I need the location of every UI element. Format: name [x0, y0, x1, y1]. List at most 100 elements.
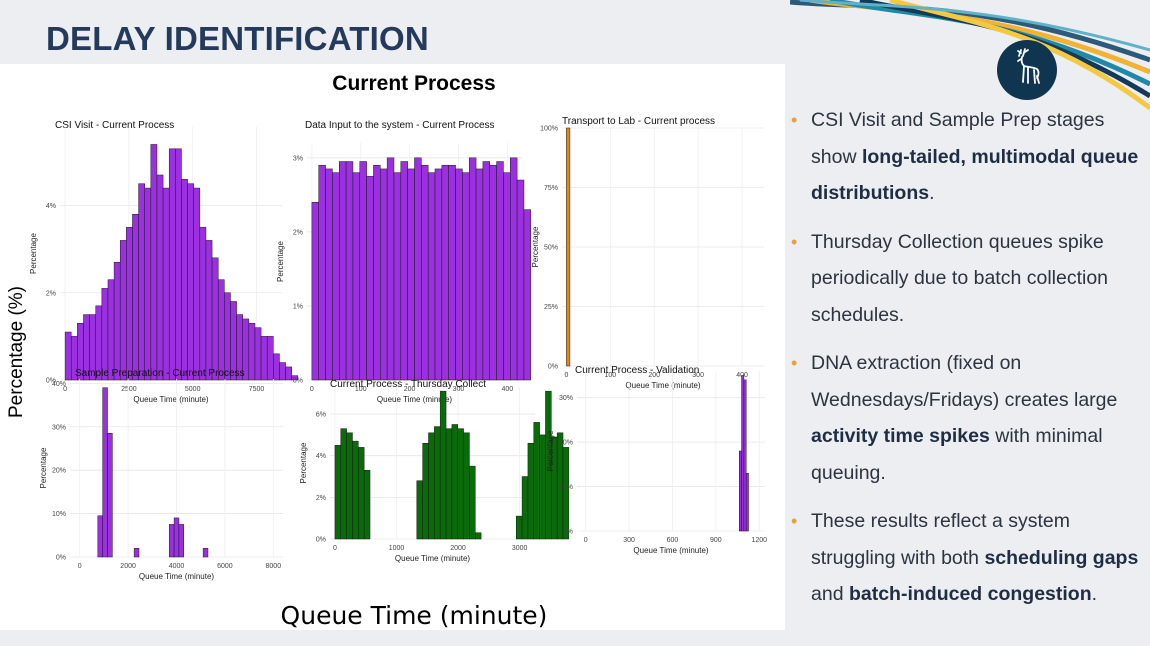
- findings-list: • CSI Visit and Sample Prep stages show l…: [791, 102, 1143, 625]
- finding-emphasis: batch-induced congestion: [848, 583, 1092, 605]
- histogram-bar: [345, 161, 354, 381]
- figure-shared-xlabel: Queue Time (minute): [281, 601, 548, 630]
- y-tick-label: 10%: [52, 511, 66, 518]
- histogram-bar: [199, 227, 207, 381]
- histogram-bar: [285, 366, 292, 381]
- histogram-bar: [339, 161, 347, 381]
- histogram-bar: [482, 161, 490, 381]
- x-tick-label: 100: [355, 386, 367, 393]
- y-tick-label: 40%: [52, 381, 66, 388]
- histogram-bar: [144, 187, 152, 381]
- panel-title: CSI Visit - Current Process: [55, 120, 174, 131]
- histogram-bar: [352, 440, 359, 540]
- histogram-bar: [489, 164, 497, 381]
- histogram-bar: [126, 227, 133, 381]
- histogram-bar: [133, 548, 140, 558]
- y-tick-label: 100%: [540, 126, 558, 133]
- histogram-bar: [202, 548, 209, 558]
- histogram-bar: [400, 161, 408, 381]
- histogram-bar: [363, 470, 371, 540]
- histogram-bar: [422, 442, 429, 540]
- x-tick-label: 900: [710, 537, 722, 544]
- x-axis-label: Queue Time (minute): [395, 554, 470, 563]
- histogram-bar: [156, 174, 164, 381]
- histogram-bar: [451, 424, 458, 540]
- histogram-bar: [181, 179, 188, 381]
- histogram-bar: [739, 450, 742, 532]
- y-tick-label: 0%: [316, 537, 326, 544]
- x-axis-label: Queue Time (minute): [133, 395, 208, 404]
- figure-panel: Current Process Percentage (%) Queue Tim…: [0, 64, 785, 630]
- histogram-bar: [254, 327, 262, 381]
- stag-crest-icon: [1017, 48, 1040, 84]
- x-tick-label: 400: [501, 386, 513, 393]
- histogram-bar: [448, 164, 456, 381]
- finding-item: • Thursday Collection queues spike period…: [791, 224, 1143, 334]
- histogram-bar: [475, 168, 484, 381]
- x-tick-label: 5000: [185, 386, 201, 393]
- histogram-bar: [366, 176, 374, 381]
- y-tick-label: 3%: [293, 155, 303, 162]
- histogram-bar: [332, 172, 340, 381]
- histogram-bar: [291, 375, 299, 381]
- panel-title: Current Process - Thursday Collect: [330, 379, 486, 390]
- y-tick-label: 0%: [548, 364, 558, 371]
- histogram-bar: [386, 157, 395, 381]
- histogram-bar: [445, 428, 453, 540]
- histogram-bar: [325, 168, 333, 381]
- histogram-bar: [273, 353, 280, 381]
- x-tick-label: 6000: [217, 563, 233, 570]
- histogram-bar: [475, 532, 482, 540]
- x-tick-label: 600: [667, 537, 679, 544]
- histogram-bar: [562, 447, 570, 540]
- finding-text: .: [1091, 583, 1098, 605]
- histogram-bar: [97, 515, 103, 558]
- histogram-bar: [168, 524, 175, 558]
- histogram-bar: [175, 148, 182, 381]
- y-tick-label: 2%: [46, 290, 56, 297]
- y-axis-label: Percentage: [39, 447, 48, 488]
- histogram-bar: [138, 183, 145, 381]
- y-tick-label: 6%: [316, 412, 326, 419]
- figure-shared-ylabel: Percentage (%): [6, 286, 27, 418]
- histogram-bar: [107, 433, 113, 558]
- y-axis-label: Percentage: [276, 240, 285, 281]
- x-tick-label: 0: [564, 372, 568, 379]
- histogram-bar: [469, 465, 476, 540]
- histogram-bar: [515, 515, 523, 540]
- x-axis-label: Queue Time (minute): [633, 546, 708, 555]
- finding-text: and: [811, 583, 849, 605]
- y-tick-label: 30%: [52, 424, 66, 431]
- y-tick-label: 4%: [316, 453, 326, 460]
- x-tick-label: 1000: [389, 545, 405, 552]
- x-tick-label: 300: [692, 372, 704, 379]
- x-tick-label: 0: [63, 386, 67, 393]
- histogram-bar: [260, 336, 268, 381]
- y-tick-label: 2%: [293, 229, 303, 236]
- finding-emphasis: activity time spikes: [811, 425, 990, 447]
- histogram-bar: [510, 157, 518, 381]
- y-tick-label: 20%: [52, 468, 66, 475]
- x-tick-label: 7500: [249, 386, 265, 393]
- histogram-bar: [373, 164, 381, 381]
- histogram-bar: [334, 445, 342, 540]
- histogram-bar: [428, 432, 435, 540]
- x-tick-label: 3000: [512, 545, 528, 552]
- histogram-bar: [248, 323, 256, 381]
- histogram-bar: [359, 161, 367, 381]
- x-tick-label: 0: [584, 537, 588, 544]
- finding-emphasis: scheduling gaps: [984, 546, 1139, 569]
- x-tick-label: 4000: [169, 563, 185, 570]
- histogram-bar: [539, 434, 546, 540]
- histogram-bar: [457, 428, 464, 540]
- y-tick-label: 2%: [316, 495, 326, 502]
- x-tick-label: 300: [623, 537, 635, 544]
- x-tick-label: 200: [404, 386, 416, 393]
- finding-text: Thursday Collection queues spike periodi…: [811, 230, 1109, 326]
- histogram-bar: [107, 279, 115, 381]
- histogram-bar: [427, 172, 436, 381]
- finding-item: • CSI Visit and Sample Prep stages show l…: [791, 102, 1143, 212]
- histogram-panel: Sample Preparation - Current Process 0% 10…: [39, 368, 283, 581]
- panel-title: Transport to Lab - Current process: [562, 116, 715, 127]
- histogram-bar: [414, 157, 422, 381]
